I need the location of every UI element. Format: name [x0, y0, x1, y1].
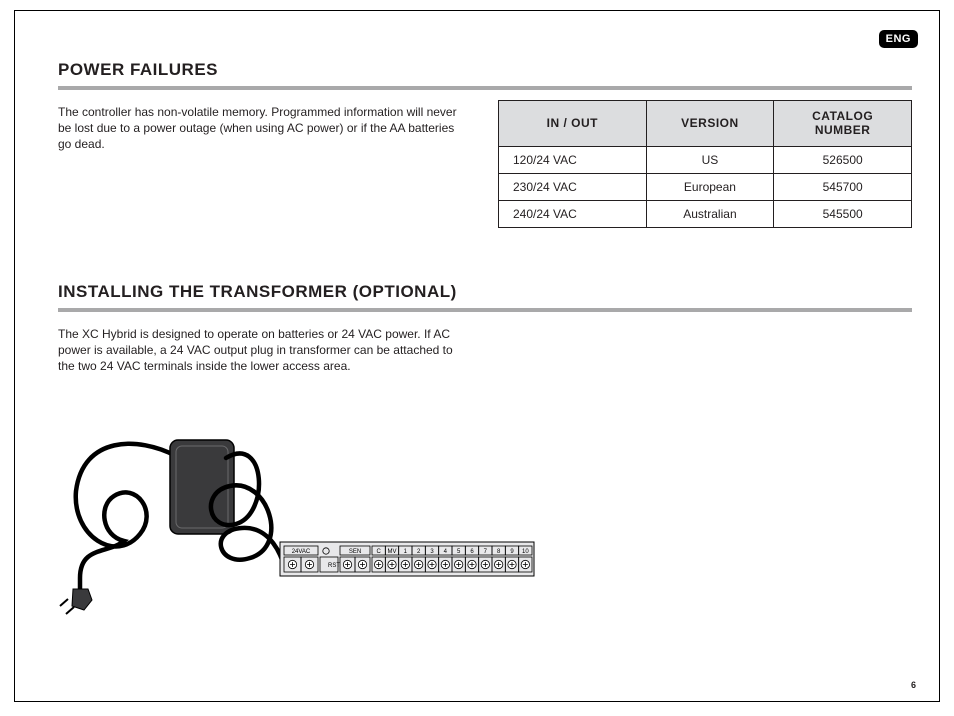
catalog-table: IN / OUT VERSION CATALOGNUMBER 120/24 VA…	[498, 100, 912, 228]
th-catalog-number: CATALOGNUMBER	[774, 101, 912, 147]
terminal-strip: 24VAC RST SEN CMV12345678910	[280, 542, 534, 576]
heading-rule	[58, 86, 912, 90]
section-power-failures: POWER FAILURES The controller has non-vo…	[58, 60, 914, 228]
svg-text:C: C	[376, 549, 381, 555]
section-transformer: INSTALLING THE TRANSFORMER (OPTIONAL) Th…	[58, 282, 914, 619]
label-rst: RST	[328, 563, 340, 569]
cell-catalog: 526500	[774, 146, 912, 173]
cell-version: European	[646, 173, 774, 200]
cell-version: US	[646, 146, 774, 173]
svg-text:MV: MV	[388, 549, 397, 555]
cell-io: 230/24 VAC	[499, 173, 647, 200]
th-in-out: IN / OUT	[499, 101, 647, 147]
cell-version: Australian	[646, 200, 774, 227]
language-badge: ENG	[879, 30, 918, 48]
table-row: 120/24 VAC US 526500	[499, 146, 912, 173]
power-plug-icon	[60, 589, 92, 614]
heading-power-failures: POWER FAILURES	[58, 60, 914, 80]
body-text-transformer: The XC Hybrid is designed to operate on …	[58, 326, 470, 375]
table-row: 240/24 VAC Australian 545500	[499, 200, 912, 227]
cord-left	[76, 444, 176, 592]
heading-rule	[58, 308, 912, 312]
label-sen: SEN	[349, 549, 361, 555]
transformer-figure: 24VAC RST SEN CMV12345678910	[58, 396, 536, 618]
body-text-power-failures: The controller has non-volatile memory. …	[58, 104, 470, 228]
page-number: 6	[911, 680, 916, 690]
cell-catalog: 545500	[774, 200, 912, 227]
cell-catalog: 545700	[774, 173, 912, 200]
table-row: 230/24 VAC European 545700	[499, 173, 912, 200]
table-header-row: IN / OUT VERSION CATALOGNUMBER	[499, 101, 912, 147]
label-24vac: 24VAC	[292, 549, 311, 555]
cell-io: 120/24 VAC	[499, 146, 647, 173]
page-content: POWER FAILURES The controller has non-vo…	[0, 0, 954, 618]
cell-io: 240/24 VAC	[499, 200, 647, 227]
svg-text:10: 10	[522, 549, 529, 555]
transformer-svg: 24VAC RST SEN CMV12345678910	[58, 396, 536, 618]
th-version: VERSION	[646, 101, 774, 147]
heading-transformer: INSTALLING THE TRANSFORMER (OPTIONAL)	[58, 282, 914, 302]
